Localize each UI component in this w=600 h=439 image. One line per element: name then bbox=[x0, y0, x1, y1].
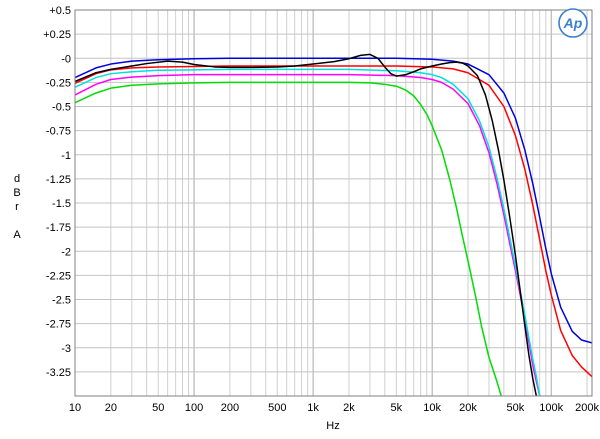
y-tick-label: +0.5 bbox=[49, 5, 71, 17]
ap-logo-ring bbox=[558, 8, 588, 38]
x-tick-label: 10k bbox=[423, 402, 441, 414]
plot-frame bbox=[74, 9, 593, 397]
x-tick-label: 100 bbox=[185, 402, 203, 414]
ap-logo-text: Ap bbox=[563, 15, 583, 31]
y-axis-label-line: A bbox=[13, 229, 21, 241]
x-tick-label: 200k bbox=[575, 402, 599, 414]
series-line-4 bbox=[75, 65, 592, 378]
y-tick-label: -2.75 bbox=[46, 319, 71, 331]
y-tick-label: -1.75 bbox=[46, 222, 71, 234]
y-tick-label: -2 bbox=[61, 246, 71, 258]
horizontal-grid bbox=[75, 9, 592, 397]
ap-logo: Ap bbox=[558, 8, 588, 38]
y-tick-label: -3 bbox=[61, 343, 71, 355]
y-axis-label-line: d bbox=[14, 173, 20, 185]
y-axis-label: dBr A bbox=[13, 173, 21, 241]
y-tick-label: -0.75 bbox=[46, 126, 71, 138]
y-tick-label: -3.25 bbox=[46, 367, 71, 379]
x-tick-labels: 10 20 50 100 200 500 1k 2k 5k 10k 20k 50k 100k 200k bbox=[69, 402, 600, 414]
x-tick-label: 1k bbox=[307, 402, 319, 414]
x-tick-label: 5k bbox=[391, 402, 403, 414]
x-tick-label: 50 bbox=[152, 402, 164, 414]
y-tick-label: -0.5 bbox=[52, 102, 71, 114]
y-tick-label: -1 bbox=[61, 150, 71, 162]
y-tick-label: -0.25 bbox=[46, 77, 71, 89]
x-tick-label: 10 bbox=[69, 402, 81, 414]
x-tick-label: 50k bbox=[507, 402, 525, 414]
x-axis-label: Hz bbox=[326, 420, 339, 432]
y-tick-label: -2.5 bbox=[52, 295, 71, 307]
y-tick-labels: +0.5 +0.25 -0 -0.25 -0.5 -0.75 -1 -1.25 -1.5 -1.7… bbox=[43, 5, 71, 379]
y-tick-label: -2.25 bbox=[46, 270, 71, 282]
x-tick-label: 200 bbox=[221, 402, 239, 414]
y-tick-label: -1.25 bbox=[46, 174, 71, 186]
series-line-6 bbox=[75, 53, 538, 396]
y-tick-label: +0.25 bbox=[43, 29, 71, 41]
x-tick-label: 500 bbox=[268, 402, 286, 414]
x-tick-label: 20k bbox=[459, 402, 477, 414]
series-line-1 bbox=[75, 81, 502, 396]
x-tick-label: 100k bbox=[539, 402, 563, 414]
y-axis-label-line: B bbox=[13, 187, 20, 199]
x-tick-label: 20 bbox=[105, 402, 117, 414]
y-tick-label: -1.5 bbox=[52, 198, 71, 210]
series-group bbox=[75, 53, 592, 396]
y-axis-label-line: r bbox=[15, 201, 19, 213]
y-tick-label: -0 bbox=[61, 53, 71, 65]
x-tick-label: 2k bbox=[343, 402, 355, 414]
